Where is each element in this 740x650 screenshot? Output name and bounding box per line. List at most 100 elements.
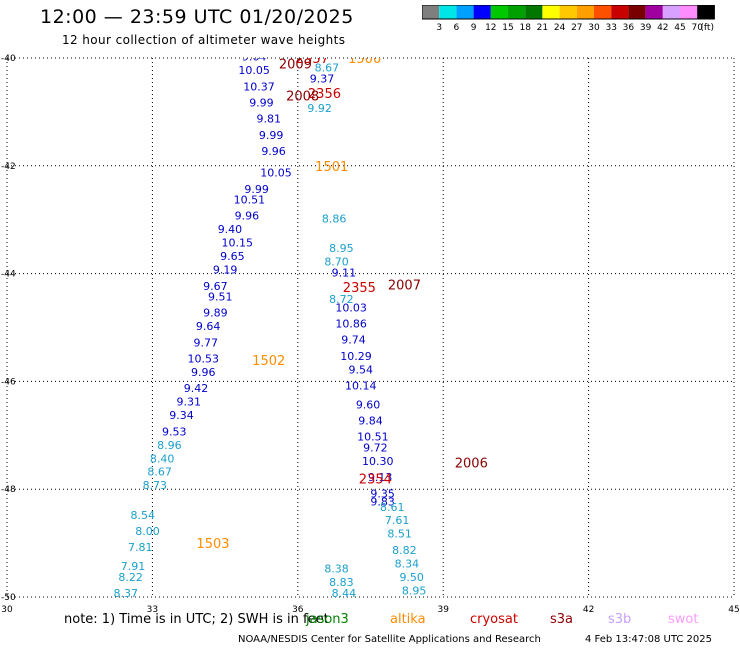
x-tick-label: 45: [728, 605, 739, 612]
pass-time-label: 2355: [343, 281, 376, 296]
wave-height-value: 9.65: [220, 250, 245, 263]
map-subtitle: 12 hour collection of altimeter wave hei…: [62, 33, 346, 47]
mission-s3a: s3a: [550, 612, 574, 627]
colorbar-level-label: 27: [571, 23, 582, 33]
colorbar-swatch: [439, 5, 457, 19]
wave-height-value: 9.81: [256, 113, 281, 126]
wave-height-value: 9.83: [370, 495, 395, 508]
colorbar-level-label: 9: [471, 23, 477, 33]
pass-time-label: 2356: [308, 87, 341, 102]
colorbar-swatch: [456, 5, 474, 19]
colorbar-swatch: [680, 5, 698, 19]
wave-height-value: 9.19: [213, 264, 238, 277]
colorbar-swatch: [473, 5, 491, 19]
wave-height-value: 10.03: [335, 301, 367, 314]
wave-height-value: 8.22: [118, 571, 143, 584]
wave-height-value: 8.86: [322, 212, 347, 225]
wave-height-value: 9.99: [244, 183, 269, 196]
wave-height-value: 9.34: [169, 409, 194, 422]
wave-height-value: 9.13: [368, 471, 393, 484]
wave-height-value: 9.99: [259, 129, 284, 142]
colorbar-level-label: 18: [519, 23, 531, 33]
pass-time-label: 2009: [279, 57, 312, 72]
wave-height-value: 9.89: [203, 307, 228, 320]
colorbar-level-label: 30: [588, 23, 600, 33]
pass-time-label: 1503: [196, 537, 229, 552]
mission-altika: altika: [390, 612, 426, 627]
wave-height-value: 10.14: [345, 379, 377, 392]
x-tick-label: 30: [1, 605, 13, 612]
wave-height-value: 9.99: [249, 97, 274, 110]
pass-time-label: 2357: [296, 52, 329, 67]
wave-height-value: 9.37: [310, 72, 335, 85]
wave-height-value: 9.50: [399, 571, 424, 584]
colorbar-swatch: [611, 5, 629, 19]
wave-height-value: 9.60: [356, 398, 381, 411]
pass-time-label: 1500: [348, 52, 381, 67]
y-tick-label: -40: [1, 54, 16, 64]
colorbar-frame: [422, 5, 715, 20]
wave-height-value: 10.16: [301, 48, 333, 61]
x-tick-label: 42: [583, 605, 594, 612]
map-title: 12:00 — 23:59 UTC 01/20/2025: [40, 6, 354, 28]
y-tick-label: -46: [1, 377, 16, 387]
colorbar-level-label: 3: [436, 23, 442, 33]
colorbar-level-label: 45: [674, 23, 685, 33]
colorbar-swatch: [645, 5, 663, 19]
wave-height-value: 8.38: [324, 563, 349, 576]
y-tick-label: -42: [1, 162, 16, 172]
wave-height-value: 8.82: [392, 544, 417, 557]
wave-height-value: 9.35: [370, 487, 395, 500]
wave-height-value: 9.64: [196, 320, 221, 333]
wave-height-value: 9.64: [242, 51, 267, 64]
wave-height-value: 7.81: [128, 541, 153, 554]
colorbar-swatch: [525, 5, 543, 19]
wave-height-value: 10.37: [243, 80, 275, 93]
wave-height-value: 9.54: [349, 363, 374, 376]
wave-height-value: 7.91: [121, 560, 146, 573]
colorbar-level-label: 36: [623, 23, 635, 33]
mission-swot: swot: [668, 612, 699, 627]
x-tick-label: 36: [292, 605, 304, 612]
pass-time-label: 1502: [252, 354, 285, 369]
wave-height-value: 8.67: [147, 466, 172, 479]
wave-height-value: 8.00: [135, 525, 160, 538]
wave-height-value: 7.61: [385, 514, 410, 527]
mission-s3b: s3b: [608, 612, 632, 627]
colorbar-swatch: [542, 5, 560, 19]
y-tick-label: -50: [1, 593, 16, 603]
wave-height-value: 8.44: [332, 587, 357, 600]
pass-time-label: 2007: [388, 278, 421, 293]
colorbar-swatch: [662, 5, 680, 19]
y-tick-label: -48: [1, 485, 16, 495]
colorbar-swatch: [559, 5, 577, 19]
colorbar-level-label: 15: [502, 23, 513, 33]
colorbar-level-label: 42: [657, 23, 668, 33]
wave-height-colorbar: 3 6 9 12 15 18 21 24 27 30 33 36 39 42 45 70(ft): [422, 5, 715, 33]
wave-height-value: 8.67: [315, 61, 340, 74]
colorbar-level-label: 24: [554, 23, 566, 33]
colorbar-swatch: [594, 5, 612, 19]
wave-height-value: 9.84: [358, 415, 383, 428]
mission-cryosat: cryosat: [470, 612, 518, 627]
wave-height-value: 10.51: [234, 194, 266, 207]
wave-height-value: 9.53: [162, 425, 187, 438]
colorbar-swatch: [490, 5, 508, 19]
wave-height-value: 8.72: [329, 293, 354, 306]
x-tick-label: 33: [147, 605, 158, 612]
wave-height-value: 8.53: [111, 603, 136, 612]
pass-time-label: 2008: [286, 90, 319, 105]
wave-height-value: 10.53: [188, 353, 220, 366]
colorbar-level-label: 6: [454, 23, 460, 33]
x-tick-label: 39: [437, 605, 449, 612]
y-tick-label: -44: [1, 270, 16, 280]
wave-height-value: 10.51: [357, 431, 389, 444]
wave-height-value: 8.51: [387, 528, 412, 541]
wave-height-value: 9.67: [203, 280, 228, 293]
colorbar-level-label: 21: [537, 23, 548, 33]
wave-height-value: 9.96: [191, 366, 216, 379]
wave-height-value: 8.83: [329, 576, 354, 589]
wave-height-value: 9.74: [341, 334, 366, 347]
wave-height-value: 9.11: [332, 266, 357, 279]
wave-height-value: 9.40: [218, 223, 243, 236]
